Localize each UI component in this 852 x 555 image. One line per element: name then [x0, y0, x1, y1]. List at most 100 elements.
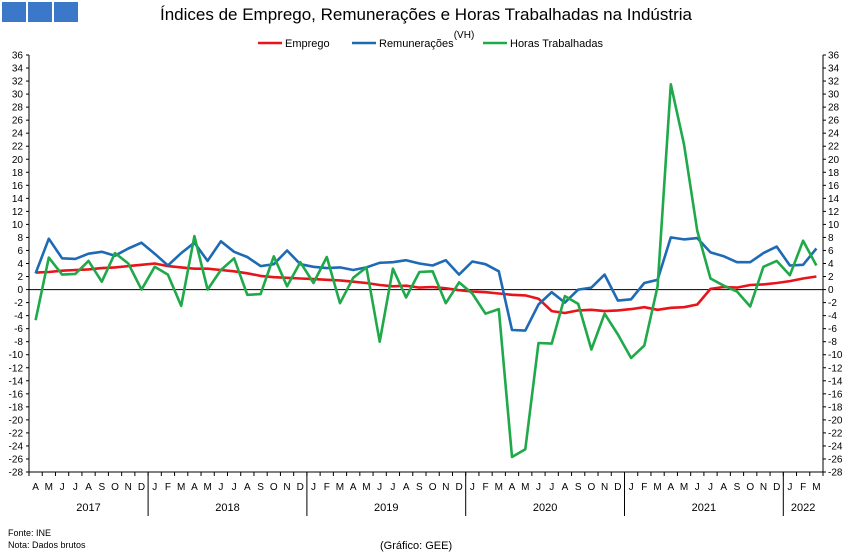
- x-tick-label: M: [812, 482, 820, 493]
- x-tick-label: D: [614, 482, 621, 493]
- x-tick-label: M: [203, 482, 211, 493]
- x-tick-label: J: [390, 482, 395, 493]
- y-tick-label-right: 8: [828, 233, 834, 244]
- y-tick-label-left: 4: [17, 259, 23, 270]
- x-tick-label: J: [60, 482, 65, 493]
- y-tick-label-left: 34: [12, 64, 24, 75]
- y-tick-label-left: 32: [12, 77, 24, 88]
- y-tick-label-left: 6: [17, 246, 23, 257]
- x-tick-label: F: [641, 482, 647, 493]
- x-tick-label: O: [746, 482, 754, 493]
- y-tick-label-left: -10: [9, 350, 24, 361]
- y-tick-label-right: 4: [828, 259, 834, 270]
- x-tick-label: J: [73, 482, 78, 493]
- y-tick-label-left: 12: [12, 207, 24, 218]
- chart-subtitle: (VH): [454, 30, 475, 41]
- data-note: Nota: Dados brutos: [8, 540, 86, 550]
- legend-label: Remunerações: [379, 38, 454, 50]
- x-tick-label: M: [680, 482, 688, 493]
- y-tick-label-left: -14: [9, 376, 24, 387]
- x-tick-label: S: [257, 482, 264, 493]
- year-label: 2018: [215, 502, 239, 514]
- x-tick-label: J: [470, 482, 475, 493]
- y-tick-label-left: 16: [12, 181, 24, 192]
- y-tick-label-left: 26: [12, 116, 24, 127]
- y-tick-label-right: 6: [828, 246, 834, 257]
- y-tick-label-left: -24: [9, 441, 24, 452]
- x-tick-label: A: [720, 482, 727, 493]
- year-label: 2021: [692, 502, 716, 514]
- x-tick-label: D: [773, 482, 780, 493]
- x-tick-label: M: [495, 482, 503, 493]
- y-tick-label-left: 20: [12, 155, 24, 166]
- y-tick-label-right: 12: [828, 207, 840, 218]
- x-tick-label: F: [324, 482, 330, 493]
- x-tick-label: O: [270, 482, 278, 493]
- x-tick-label: F: [482, 482, 488, 493]
- year-label: 2017: [76, 502, 100, 514]
- x-tick-label: J: [232, 482, 237, 493]
- year-label: 2022: [791, 502, 815, 514]
- x-tick-label: N: [283, 482, 290, 493]
- x-tick-label: N: [760, 482, 767, 493]
- x-tick-label: A: [32, 482, 39, 493]
- y-tick-label-left: -12: [9, 363, 24, 374]
- y-tick-label-left: 14: [12, 194, 24, 205]
- y-tick-label-right: 26: [828, 116, 840, 127]
- x-tick-label: S: [416, 482, 423, 493]
- legend-label: Horas Trabalhadas: [510, 38, 603, 50]
- y-tick-label-right: 18: [828, 168, 840, 179]
- x-tick-label: O: [588, 482, 596, 493]
- x-tick-label: M: [653, 482, 661, 493]
- x-tick-label: M: [521, 482, 529, 493]
- y-tick-label-right: -16: [828, 389, 843, 400]
- y-tick-label-right: -18: [828, 402, 843, 413]
- x-tick-label: J: [787, 482, 792, 493]
- year-label: 2019: [374, 502, 398, 514]
- y-tick-label-right: 36: [828, 51, 840, 62]
- x-tick-label: A: [244, 482, 251, 493]
- y-tick-label-right: 16: [828, 181, 840, 192]
- x-tick-label: S: [98, 482, 105, 493]
- y-tick-label-left: -2: [14, 298, 23, 309]
- y-tick-label-right: 20: [828, 155, 840, 166]
- x-tick-label: J: [218, 482, 223, 493]
- y-tick-label-right: -8: [828, 337, 837, 348]
- x-tick-label: J: [708, 482, 713, 493]
- x-tick-label: O: [111, 482, 119, 493]
- y-tick-label-right: 22: [828, 142, 840, 153]
- y-tick-label-left: 24: [12, 129, 24, 140]
- x-tick-label: M: [45, 482, 53, 493]
- x-tick-label: D: [297, 482, 304, 493]
- y-tick-label-right: 14: [828, 194, 840, 205]
- y-tick-label-right: 32: [828, 77, 840, 88]
- x-tick-label: A: [667, 482, 674, 493]
- y-tick-label-left: 30: [12, 90, 24, 101]
- source-note: Fonte: INE: [8, 528, 52, 538]
- y-tick-label-left: -16: [9, 389, 24, 400]
- y-tick-label-left: -18: [9, 402, 24, 413]
- logo-block: [2, 2, 26, 22]
- logo-block: [28, 2, 52, 22]
- y-tick-label-right: 2: [828, 272, 834, 283]
- x-tick-label: J: [311, 482, 316, 493]
- x-tick-label: A: [403, 482, 410, 493]
- ine-logo-icon: [2, 2, 78, 22]
- x-tick-label: J: [536, 482, 541, 493]
- x-tick-label: A: [85, 482, 92, 493]
- x-tick-label: M: [177, 482, 185, 493]
- axes: -28 -28-26 -26-24 -24-22 -22-20 -20-18 -18-16-…: [9, 51, 843, 516]
- x-tick-label: N: [125, 482, 132, 493]
- x-tick-label: J: [549, 482, 554, 493]
- x-tick-label: J: [695, 482, 700, 493]
- x-tick-label: M: [362, 482, 370, 493]
- series-line-emprego: [35, 262, 817, 315]
- y-tick-label-right: -24: [828, 441, 843, 452]
- y-tick-label-left: -8: [14, 337, 23, 348]
- y-tick-label-right: 34: [828, 64, 840, 75]
- y-tick-label-right: -10: [828, 350, 843, 361]
- chart-credit: (Gráfico: GEE): [380, 540, 453, 552]
- y-tick-label-left: 0: [17, 285, 23, 296]
- y-tick-label-left: 28: [12, 103, 24, 114]
